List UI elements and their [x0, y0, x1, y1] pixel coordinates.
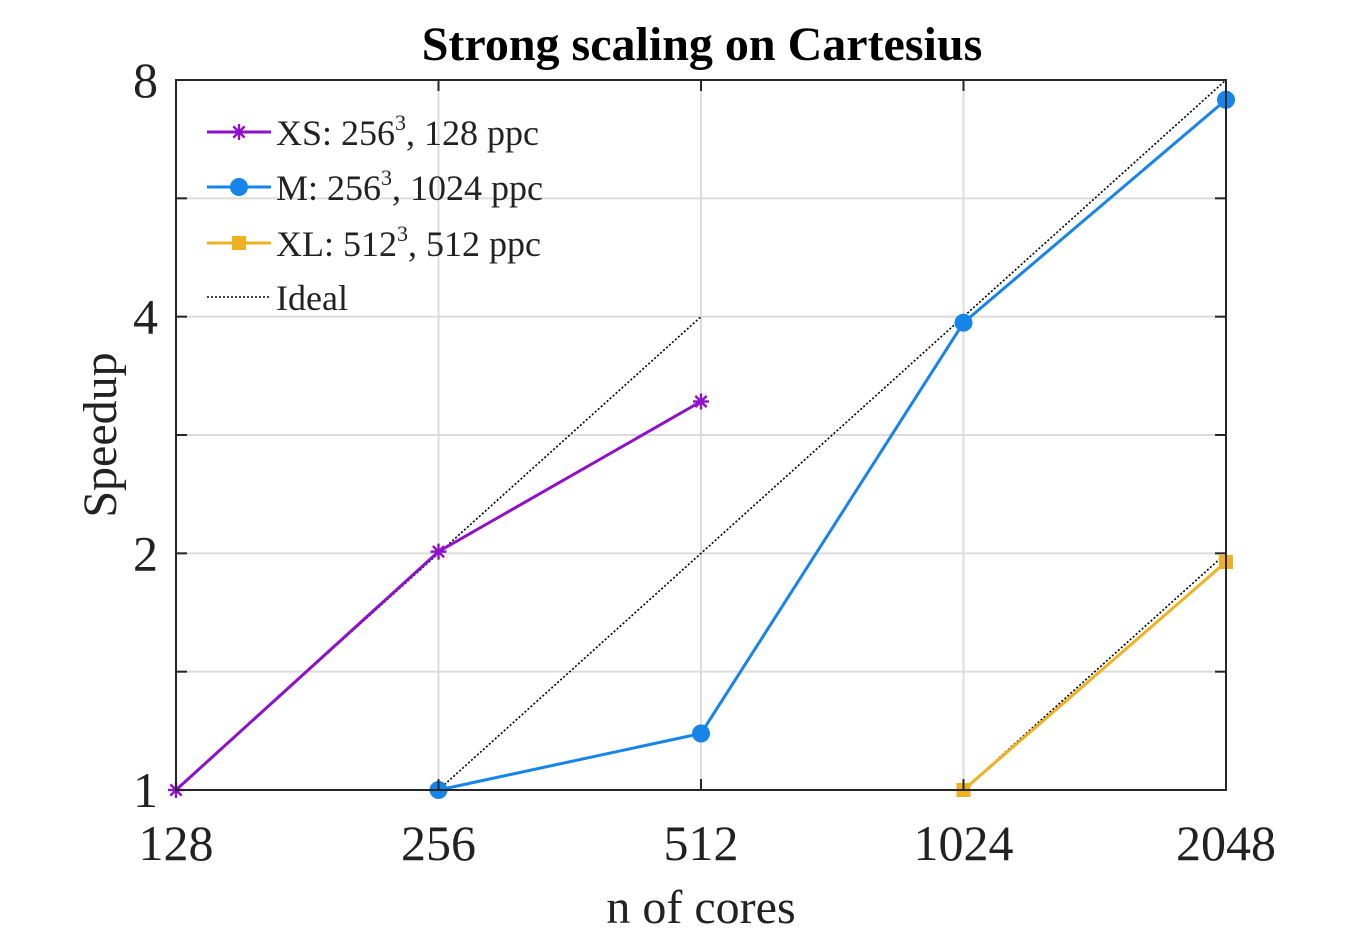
legend-item-XS: XS: 2563, 128 ppc — [207, 110, 539, 153]
x-tick-label-512: 512 — [664, 815, 739, 871]
legend-label-XS: XS: 2563, 128 ppc — [276, 110, 539, 153]
legend-item-ideal: Ideal — [207, 278, 348, 318]
tick-labels: 128 256 512 1024 2048 1 2 4 8 — [133, 52, 1276, 871]
legend-label-ideal: Ideal — [276, 278, 348, 318]
legend: XS: 2563, 128 ppc M: 2563, 1024 ppc XL: 51… — [207, 110, 543, 318]
legend-item-XL: XL: 5123, 512 ppc — [207, 221, 541, 264]
data-point-M-512 — [692, 724, 710, 743]
data-point-XS-256 — [430, 543, 447, 560]
series-line-M — [438, 98, 1227, 792]
x-tick-label-1024: 1024 — [914, 815, 1014, 871]
legend-label-XL: XL: 5123, 512 ppc — [276, 221, 541, 264]
legend-marker-XL — [232, 236, 246, 250]
legend-marker-M — [230, 178, 248, 196]
chart-title: Strong scaling on Cartesius — [422, 18, 983, 71]
ideal-line-1 — [437, 79, 1227, 791]
x-tick-label-2048: 2048 — [1176, 815, 1276, 871]
x-axis-label: n of cores — [606, 881, 795, 934]
legend-label-M: M: 2563, 1024 ppc — [276, 165, 543, 208]
data-point-XS-512 — [693, 393, 709, 410]
y-tick-label-4: 4 — [133, 289, 158, 345]
y-tick-label-1: 1 — [133, 762, 158, 818]
x-tick-label-256: 256 — [401, 815, 476, 871]
y-tick-label-8: 8 — [133, 52, 158, 108]
legend-marker-XS — [231, 124, 247, 140]
x-tick-label-128: 128 — [139, 815, 214, 871]
ideal-line-2 — [962, 552, 1227, 791]
series-line-XL — [962, 560, 1227, 792]
y-axis-label: Speedup — [74, 352, 127, 517]
axis-ticks — [175, 79, 1227, 791]
y-tick-label-2: 2 — [133, 525, 158, 581]
data-point-M-1024 — [954, 313, 973, 332]
legend-item-M: M: 2563, 1024 ppc — [207, 165, 543, 208]
